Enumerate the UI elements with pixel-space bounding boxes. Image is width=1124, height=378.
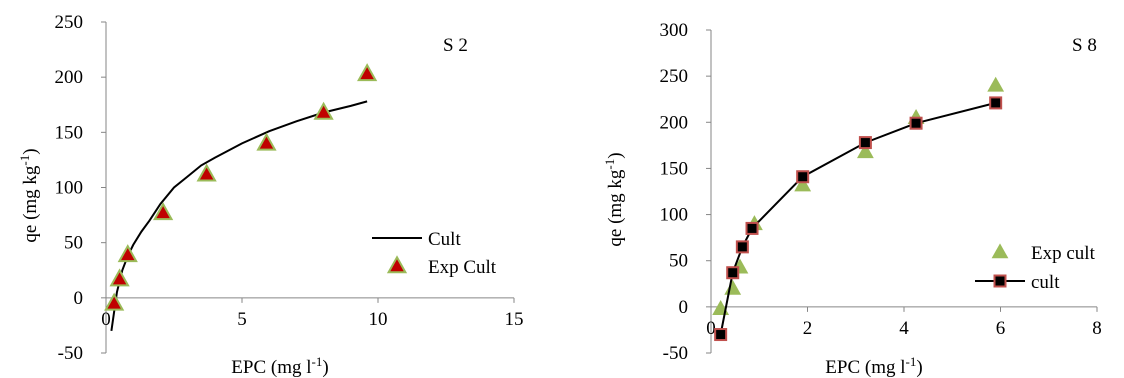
chart-panel-2: -50 0 50 100 150 200 250 300 0 2 4 6 8 EPC (mg l-1) qe…	[602, 20, 1102, 378]
x-tick-label: 4	[899, 318, 909, 339]
y-tick-label: 0	[74, 288, 84, 309]
y-tick-label: 50	[669, 251, 688, 272]
y-tick-label: -50	[663, 343, 688, 364]
y-tick-label: 200	[55, 67, 84, 88]
series-exp-cult	[104, 63, 378, 311]
y-tick-label: 200	[660, 112, 689, 133]
x-tick-label: 5	[237, 309, 247, 330]
panel-label: S 8	[1072, 35, 1097, 56]
data-point	[909, 116, 923, 130]
data-point	[735, 240, 749, 254]
data-point	[357, 63, 378, 82]
legend-marker-swatch	[993, 274, 1007, 288]
data-point	[794, 176, 812, 192]
data-point	[796, 170, 810, 184]
data-point	[196, 163, 217, 182]
y-tick-label: 50	[64, 233, 83, 254]
y-tick-label: -50	[58, 343, 83, 364]
series-cult	[110, 100, 368, 332]
x-axis-title: EPC (mg l-1)	[231, 354, 328, 378]
series-line	[719, 101, 996, 335]
data-point	[153, 202, 174, 221]
data-point	[117, 244, 138, 263]
legend-label: cult	[1031, 272, 1060, 293]
y-axis-title: qe (mg kg-1)	[17, 148, 42, 242]
data-point	[987, 76, 1005, 92]
data-point	[726, 266, 740, 280]
data-point	[857, 143, 874, 159]
series-cult	[714, 96, 1003, 342]
y-tick-label: 250	[55, 12, 84, 33]
legend-marker-swatch	[991, 243, 1009, 259]
legend: Cult Exp Cult	[372, 229, 497, 278]
y-axis-title: qe (mg kg-1)	[602, 152, 627, 246]
data-point	[313, 101, 334, 120]
x-tick-label: 8	[1092, 318, 1102, 339]
data-point	[858, 136, 872, 150]
legend: Exp cult cult	[975, 243, 1096, 293]
legend-label: Cult	[428, 229, 461, 250]
x-tick-label: 2	[803, 318, 813, 339]
y-tick-label: 250	[660, 66, 689, 87]
legend-label: Exp Cult	[428, 257, 497, 278]
data-point	[989, 96, 1003, 110]
panel-label: S 2	[443, 35, 468, 56]
x-tick-label: 6	[996, 318, 1006, 339]
legend-label: Exp cult	[1031, 243, 1096, 264]
x-tick-label: 0	[101, 309, 111, 330]
x-tick-label: 0	[706, 318, 716, 339]
data-point	[714, 328, 728, 342]
y-tick-label: 150	[55, 122, 84, 143]
data-point	[104, 292, 125, 311]
legend-marker-swatch	[386, 255, 408, 274]
data-point	[256, 132, 277, 151]
data-point	[745, 221, 759, 235]
data-point	[724, 279, 742, 295]
x-tick-label: 10	[369, 309, 388, 330]
y-tick-label: 150	[660, 158, 689, 179]
x-tick-label: 15	[505, 309, 524, 330]
data-point	[109, 268, 130, 287]
y-tick-label: 100	[55, 178, 84, 199]
y-tick-label: 0	[679, 297, 689, 318]
y-tick-label: 100	[660, 205, 689, 226]
series-line	[110, 100, 368, 332]
x-axis-title: EPC (mg l-1)	[825, 354, 922, 378]
chart-panel-1: -50 0 50 100 150 200 250 0 5 10 15 EPC (mg l-1) qe (…	[17, 12, 524, 378]
y-tick-label: 300	[660, 20, 689, 41]
